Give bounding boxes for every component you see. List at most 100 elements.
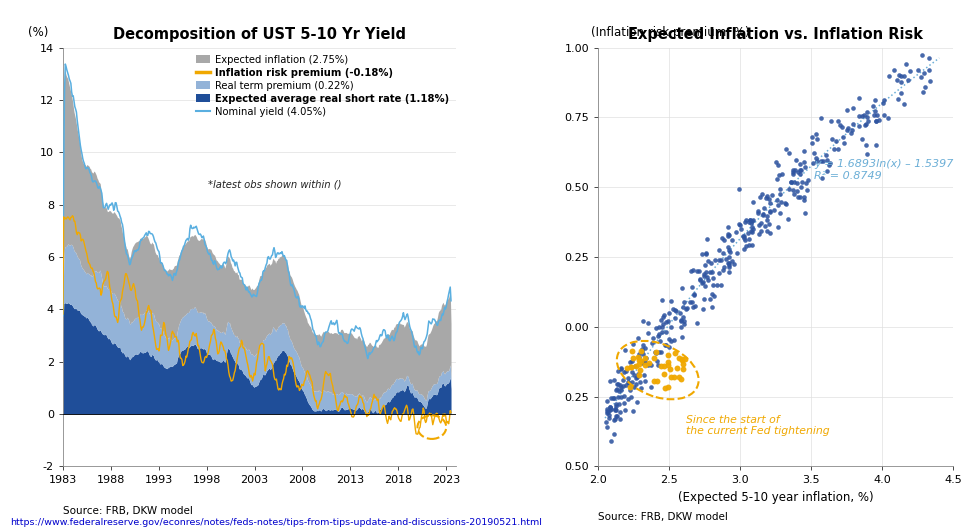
Legend: Expected inflation (2.75%), Inflation risk premium (-0.18%), Real term premium (: Expected inflation (2.75%), Inflation ri… — [194, 52, 451, 119]
Point — [800, 186, 815, 195]
Text: (Inflation risk premium, %): (Inflation risk premium, %) — [590, 26, 749, 39]
Point — [617, 346, 632, 354]
Point — [696, 271, 711, 280]
Point — [786, 190, 802, 198]
Point — [744, 223, 760, 231]
Point — [699, 250, 714, 259]
Point — [704, 268, 719, 276]
Point — [910, 66, 925, 75]
Point — [626, 383, 642, 391]
Point — [796, 147, 811, 156]
Point — [902, 67, 918, 75]
Point — [658, 328, 674, 337]
Point — [720, 259, 736, 268]
Point — [761, 219, 776, 228]
Point — [626, 371, 642, 379]
Point — [737, 245, 752, 253]
Point — [601, 413, 617, 422]
Point — [677, 355, 692, 364]
Point — [609, 401, 624, 410]
Point — [805, 158, 821, 167]
Point — [868, 117, 884, 125]
Point — [663, 373, 679, 381]
Point — [750, 206, 766, 215]
Point — [737, 236, 752, 244]
Point — [789, 187, 804, 195]
Point — [616, 382, 631, 391]
Point — [778, 200, 794, 209]
Point — [730, 249, 745, 257]
Point — [922, 76, 937, 85]
Point — [754, 219, 770, 227]
Point — [671, 354, 686, 363]
Point — [644, 382, 659, 391]
Point — [613, 408, 628, 416]
Point — [731, 219, 746, 228]
Point — [655, 313, 671, 321]
Point — [684, 282, 700, 291]
Point — [607, 414, 622, 423]
Point — [655, 320, 671, 328]
Point — [632, 377, 648, 386]
Point — [613, 381, 628, 390]
Point — [741, 235, 756, 243]
Point — [895, 100, 911, 108]
Point — [702, 294, 717, 303]
Point — [869, 111, 885, 119]
Point — [739, 216, 754, 224]
Point — [845, 104, 861, 112]
Point — [627, 361, 643, 370]
Point — [672, 308, 687, 317]
Point — [675, 313, 690, 321]
Point — [701, 257, 716, 265]
Point — [707, 292, 722, 300]
Point — [658, 317, 674, 326]
Point — [650, 357, 665, 365]
Point — [679, 305, 694, 313]
Point — [750, 209, 766, 217]
Point — [624, 368, 640, 376]
Point — [606, 416, 621, 424]
Point — [666, 373, 681, 381]
Point — [656, 370, 672, 378]
Point — [631, 356, 647, 365]
Title: Decomposition of UST 5-10 Yr Yield: Decomposition of UST 5-10 Yr Yield — [113, 28, 406, 42]
Point — [711, 245, 727, 254]
Point — [611, 367, 626, 375]
Point — [660, 351, 676, 359]
Point — [610, 379, 625, 388]
Point — [881, 72, 896, 80]
Point — [609, 412, 624, 421]
Point — [621, 378, 637, 387]
Text: Source: FRB, DKW model: Source: FRB, DKW model — [598, 513, 728, 523]
Point — [809, 157, 825, 165]
Point — [704, 258, 719, 267]
Point — [918, 83, 933, 92]
Point — [751, 229, 767, 238]
Point — [896, 72, 912, 80]
Point — [806, 148, 822, 157]
Point — [654, 328, 670, 337]
Point — [603, 405, 619, 413]
Point — [893, 72, 909, 81]
Point — [824, 135, 839, 143]
Point — [629, 398, 645, 407]
Point — [637, 357, 652, 366]
Point — [778, 145, 794, 154]
Point — [868, 117, 884, 126]
Point — [677, 320, 692, 328]
Point — [851, 121, 866, 130]
Point — [743, 227, 759, 235]
Point — [623, 363, 639, 372]
Point — [607, 405, 622, 413]
Point — [839, 106, 855, 114]
Point — [858, 119, 873, 128]
Point — [651, 347, 667, 356]
Point — [675, 354, 690, 363]
Point — [660, 317, 676, 325]
Point — [652, 315, 668, 324]
Point — [900, 76, 916, 84]
Point — [637, 361, 652, 369]
Point — [628, 374, 644, 382]
Point — [867, 107, 883, 116]
